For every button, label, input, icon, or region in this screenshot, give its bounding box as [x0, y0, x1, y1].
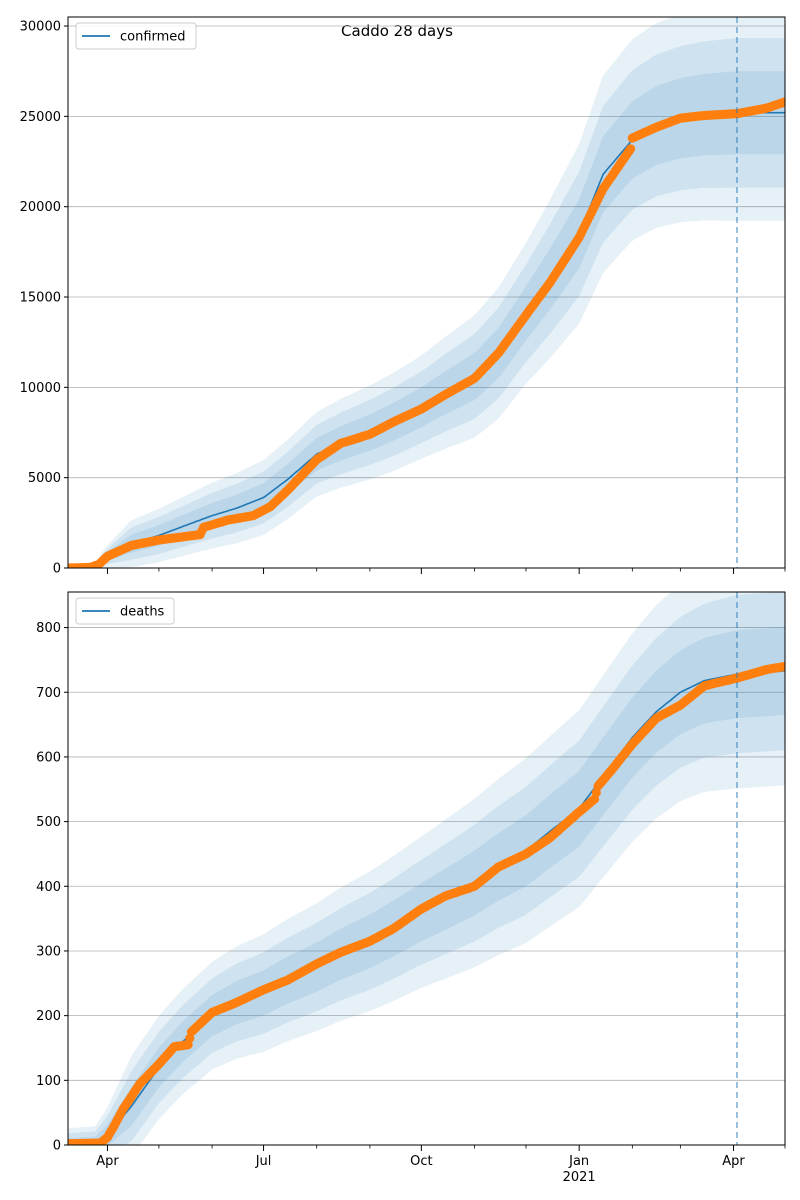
- observed-point: [780, 661, 785, 671]
- x-tick-label: Apr: [96, 1154, 119, 1169]
- y-tick-label: 30000: [20, 20, 61, 35]
- x-tick-label: Jul: [255, 1154, 272, 1169]
- uncertainty-band: [68, 592, 785, 1145]
- x-tick-label: Oct: [410, 1154, 432, 1169]
- uncertainty-band: [68, 626, 785, 1145]
- deaths-panel: 0 100 200 300 400 500 600 700 800 Apr Jul Oct Jan202…: [36, 591, 786, 1185]
- y-tick-label: 300: [36, 944, 61, 959]
- y-tick-label: 700: [36, 686, 61, 701]
- x-tick-label: Jan: [568, 1154, 589, 1169]
- uncertainty-band: [68, 71, 785, 568]
- uncertainty-band: [68, 17, 785, 568]
- y-tick-label: 400: [36, 880, 61, 895]
- legend-label: deaths: [120, 605, 165, 620]
- y-tick-label: 0: [53, 1139, 61, 1154]
- y-tick-label: 200: [36, 1009, 61, 1024]
- y-tick-label: 100: [36, 1074, 61, 1089]
- uncertainty-band: [68, 592, 785, 1145]
- axes-frame: [67, 591, 786, 1146]
- y-tick-label: 20000: [20, 200, 61, 215]
- observed-point: [626, 144, 636, 154]
- y-tick-label: 0: [53, 562, 61, 577]
- legend-label: confirmed: [120, 30, 186, 45]
- axes-frame: [67, 16, 786, 569]
- observed-point: [780, 97, 785, 107]
- x-tick-year-label: 2021: [563, 1170, 596, 1185]
- y-tick-label: 15000: [20, 291, 61, 306]
- legend-box: [75, 22, 197, 50]
- confirmed-panel: 0 5000 10000 15000 20000 25000 30000 confirmed: [20, 16, 786, 577]
- figure-title: Caddo 28 days: [341, 22, 453, 40]
- y-tick-label: 500: [36, 815, 61, 830]
- legend-box: [75, 597, 175, 625]
- y-tick-label: 25000: [20, 110, 61, 125]
- observed-series: [68, 97, 785, 568]
- legend: deaths: [75, 597, 175, 625]
- legend: confirmed: [75, 22, 197, 50]
- y-tick-label: 800: [36, 621, 61, 636]
- observed-series: [68, 661, 785, 1145]
- y-tick-label: 600: [36, 750, 61, 765]
- y-tick-label: 10000: [20, 381, 61, 396]
- y-tick-label: 5000: [28, 471, 61, 486]
- x-tick-label: Apr: [722, 1154, 745, 1169]
